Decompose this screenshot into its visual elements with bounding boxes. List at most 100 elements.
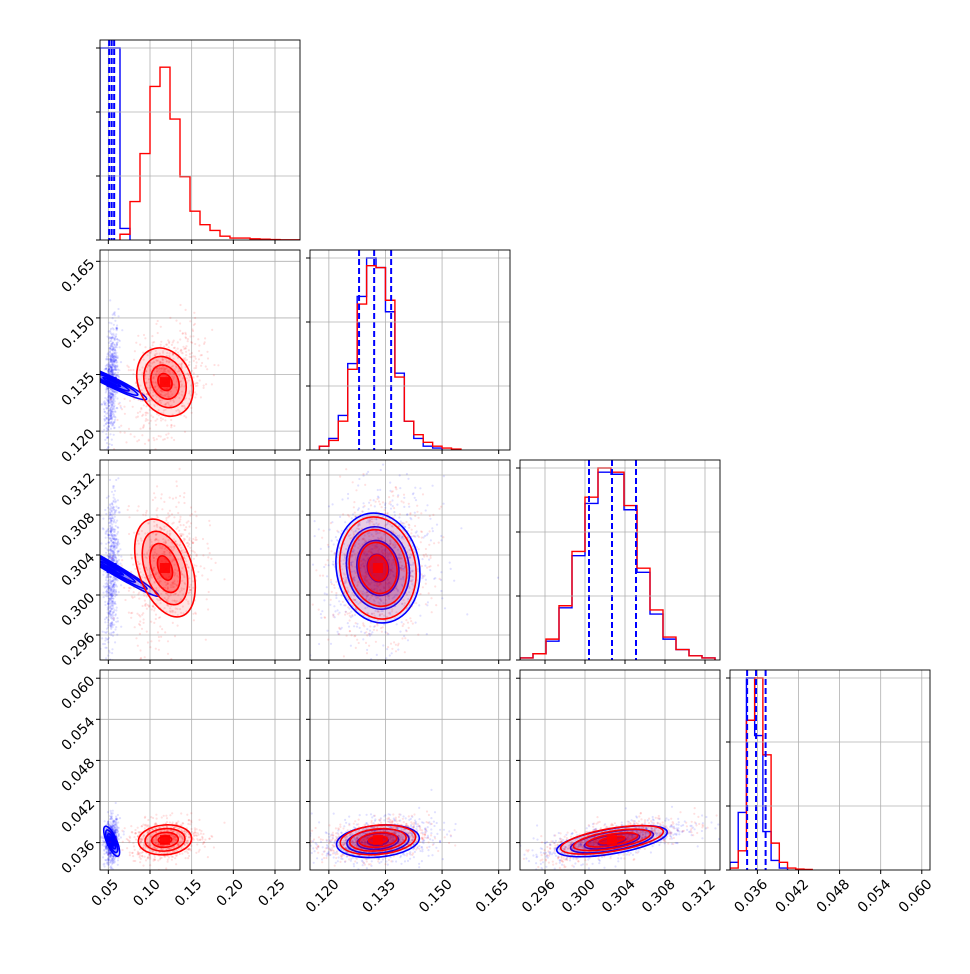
scatter-point [419, 487, 421, 489]
scatter-point [128, 369, 130, 371]
scatter-point [395, 644, 397, 646]
scatter-point [121, 329, 123, 331]
scatter-point [113, 324, 115, 326]
scatter-point [108, 542, 110, 544]
scatter-point [385, 657, 387, 659]
scatter-point [116, 364, 118, 366]
scatter-point [138, 505, 140, 507]
scatter-point [401, 621, 403, 623]
scatter-point [179, 518, 181, 520]
scatter-point [351, 614, 353, 616]
scatter-point [150, 420, 152, 422]
scatter-point [335, 597, 337, 599]
scatter-point [336, 530, 338, 532]
scatter-point [347, 497, 349, 499]
scatter-point [109, 354, 111, 356]
scatter-point [160, 435, 162, 437]
scatter-point [428, 559, 430, 561]
scatter-point [148, 439, 150, 441]
scatter-point [175, 480, 177, 482]
scatter-point [142, 514, 144, 516]
scatter-point [143, 404, 145, 406]
scatter-point [147, 412, 149, 414]
scatter-point [171, 344, 173, 346]
scatter-point [135, 637, 137, 639]
scatter-point [168, 515, 170, 517]
scatter-point [401, 637, 403, 639]
scatter-point [112, 635, 114, 637]
scatter-point [130, 612, 132, 614]
scatter-point [351, 517, 353, 519]
scatter-point [111, 371, 113, 373]
scatter-point [314, 535, 316, 537]
scatter-point [179, 330, 181, 332]
scatter-point [415, 499, 417, 501]
scatter-point [186, 359, 188, 361]
scatter-point [209, 552, 211, 554]
scatter-point [132, 373, 134, 375]
scatter-point [104, 397, 106, 399]
scatter-point [380, 469, 382, 471]
scatter-point [339, 476, 341, 478]
scatter-point [189, 335, 191, 337]
scatter-point [183, 524, 185, 526]
scatter-point [134, 626, 136, 628]
scatter-point [106, 356, 108, 358]
scatter-point [196, 375, 198, 377]
scatter-point [319, 575, 321, 577]
scatter-point [114, 356, 116, 358]
scatter-point [180, 349, 182, 351]
scatter-point [391, 499, 393, 501]
scatter-point [326, 593, 328, 595]
scatter-point [203, 567, 205, 569]
scatter-point [193, 564, 195, 566]
scatter-point [124, 398, 126, 400]
scatter-point [453, 580, 455, 582]
scatter-point [109, 443, 111, 445]
scatter-point [365, 446, 367, 448]
scatter-point [174, 347, 176, 349]
scatter-point [129, 388, 131, 390]
scatter-point [374, 625, 376, 627]
scatter-point [152, 344, 154, 346]
scatter-point [105, 595, 107, 597]
scatter-point [139, 411, 141, 413]
scatter-point [202, 538, 204, 540]
scatter-point [120, 626, 122, 628]
scatter-point [171, 523, 173, 525]
scatter-point [155, 648, 157, 650]
scatter-point [139, 461, 141, 463]
scatter-point [420, 512, 422, 514]
scatter-point [407, 609, 409, 611]
scatter-point [325, 564, 327, 566]
scatter-point [112, 504, 114, 506]
scatter-point [204, 337, 206, 339]
scatter-point [103, 470, 105, 472]
scatter-point [164, 438, 166, 440]
scatter-point [408, 503, 410, 505]
scatter-point [131, 575, 133, 577]
scatter-point [384, 507, 386, 509]
scatter-point [404, 637, 406, 639]
scatter-point [114, 320, 116, 322]
scatter-point [430, 555, 432, 557]
scatter-point [167, 433, 169, 435]
scatter-point [129, 587, 131, 589]
density-core [160, 377, 170, 387]
scatter-point [111, 648, 113, 650]
scatter-point [143, 622, 145, 624]
scatter-point [336, 556, 338, 558]
scatter-point [131, 390, 133, 392]
scatter-point [391, 648, 393, 650]
scatter-point [109, 454, 111, 456]
scatter-point [107, 421, 109, 423]
scatter-point [185, 345, 187, 347]
scatter-point [415, 532, 417, 534]
scatter-point [337, 609, 339, 611]
scatter-point [112, 605, 114, 607]
y-tick-label: 0.165 [59, 256, 99, 296]
scatter-point [193, 619, 195, 621]
scatter-point [152, 416, 154, 418]
scatter-point [116, 552, 118, 554]
